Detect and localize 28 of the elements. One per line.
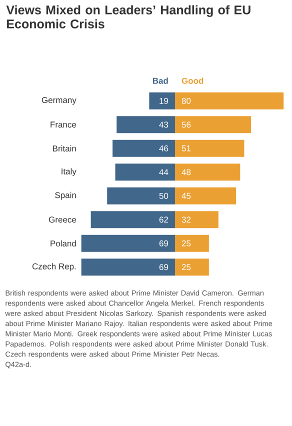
y-tick-label: Germany — [42, 97, 76, 105]
y-tick-label: Czech Rep. — [32, 263, 76, 272]
data-label: 32 — [182, 216, 191, 223]
y-tick-label: Poland — [50, 240, 76, 246]
y-tick-label: Italy — [62, 168, 76, 176]
data-label: 62 — [159, 216, 168, 223]
chart-title: Views Mixed on Leaders’ Handling of EU Economic Crisis — [6, 5, 250, 28]
data-label: 51 — [182, 145, 191, 152]
data-label: 46 — [159, 145, 168, 152]
data-label: 69 — [159, 264, 168, 270]
bar — [149, 92, 175, 110]
data-label: 50 — [159, 192, 168, 199]
data-label: 43 — [159, 122, 168, 128]
series-label: Bad — [152, 78, 168, 84]
data-label: 45 — [182, 192, 191, 199]
y-tick-label: France — [50, 122, 76, 128]
data-label: 25 — [182, 240, 191, 246]
y-tick-label: Greece — [48, 216, 76, 223]
data-label: 48 — [182, 169, 191, 176]
data-label: 19 — [160, 98, 168, 104]
data-label: 25 — [182, 264, 191, 270]
data-label: 56 — [182, 122, 191, 128]
y-tick-label: Britain — [53, 145, 76, 152]
data-label: 80 — [182, 98, 191, 104]
series-label: Good — [182, 78, 204, 84]
y-tick-label: Spain — [55, 192, 76, 200]
data-label: 44 — [159, 169, 168, 176]
data-label: 69 — [159, 240, 168, 246]
